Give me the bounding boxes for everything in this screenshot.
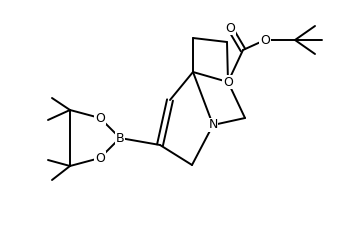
Text: O: O <box>260 34 270 47</box>
Text: O: O <box>223 76 233 89</box>
Text: B: B <box>116 132 124 144</box>
Text: N: N <box>208 119 218 132</box>
Text: O: O <box>95 151 105 164</box>
Text: O: O <box>95 112 105 125</box>
Text: O: O <box>225 22 235 35</box>
